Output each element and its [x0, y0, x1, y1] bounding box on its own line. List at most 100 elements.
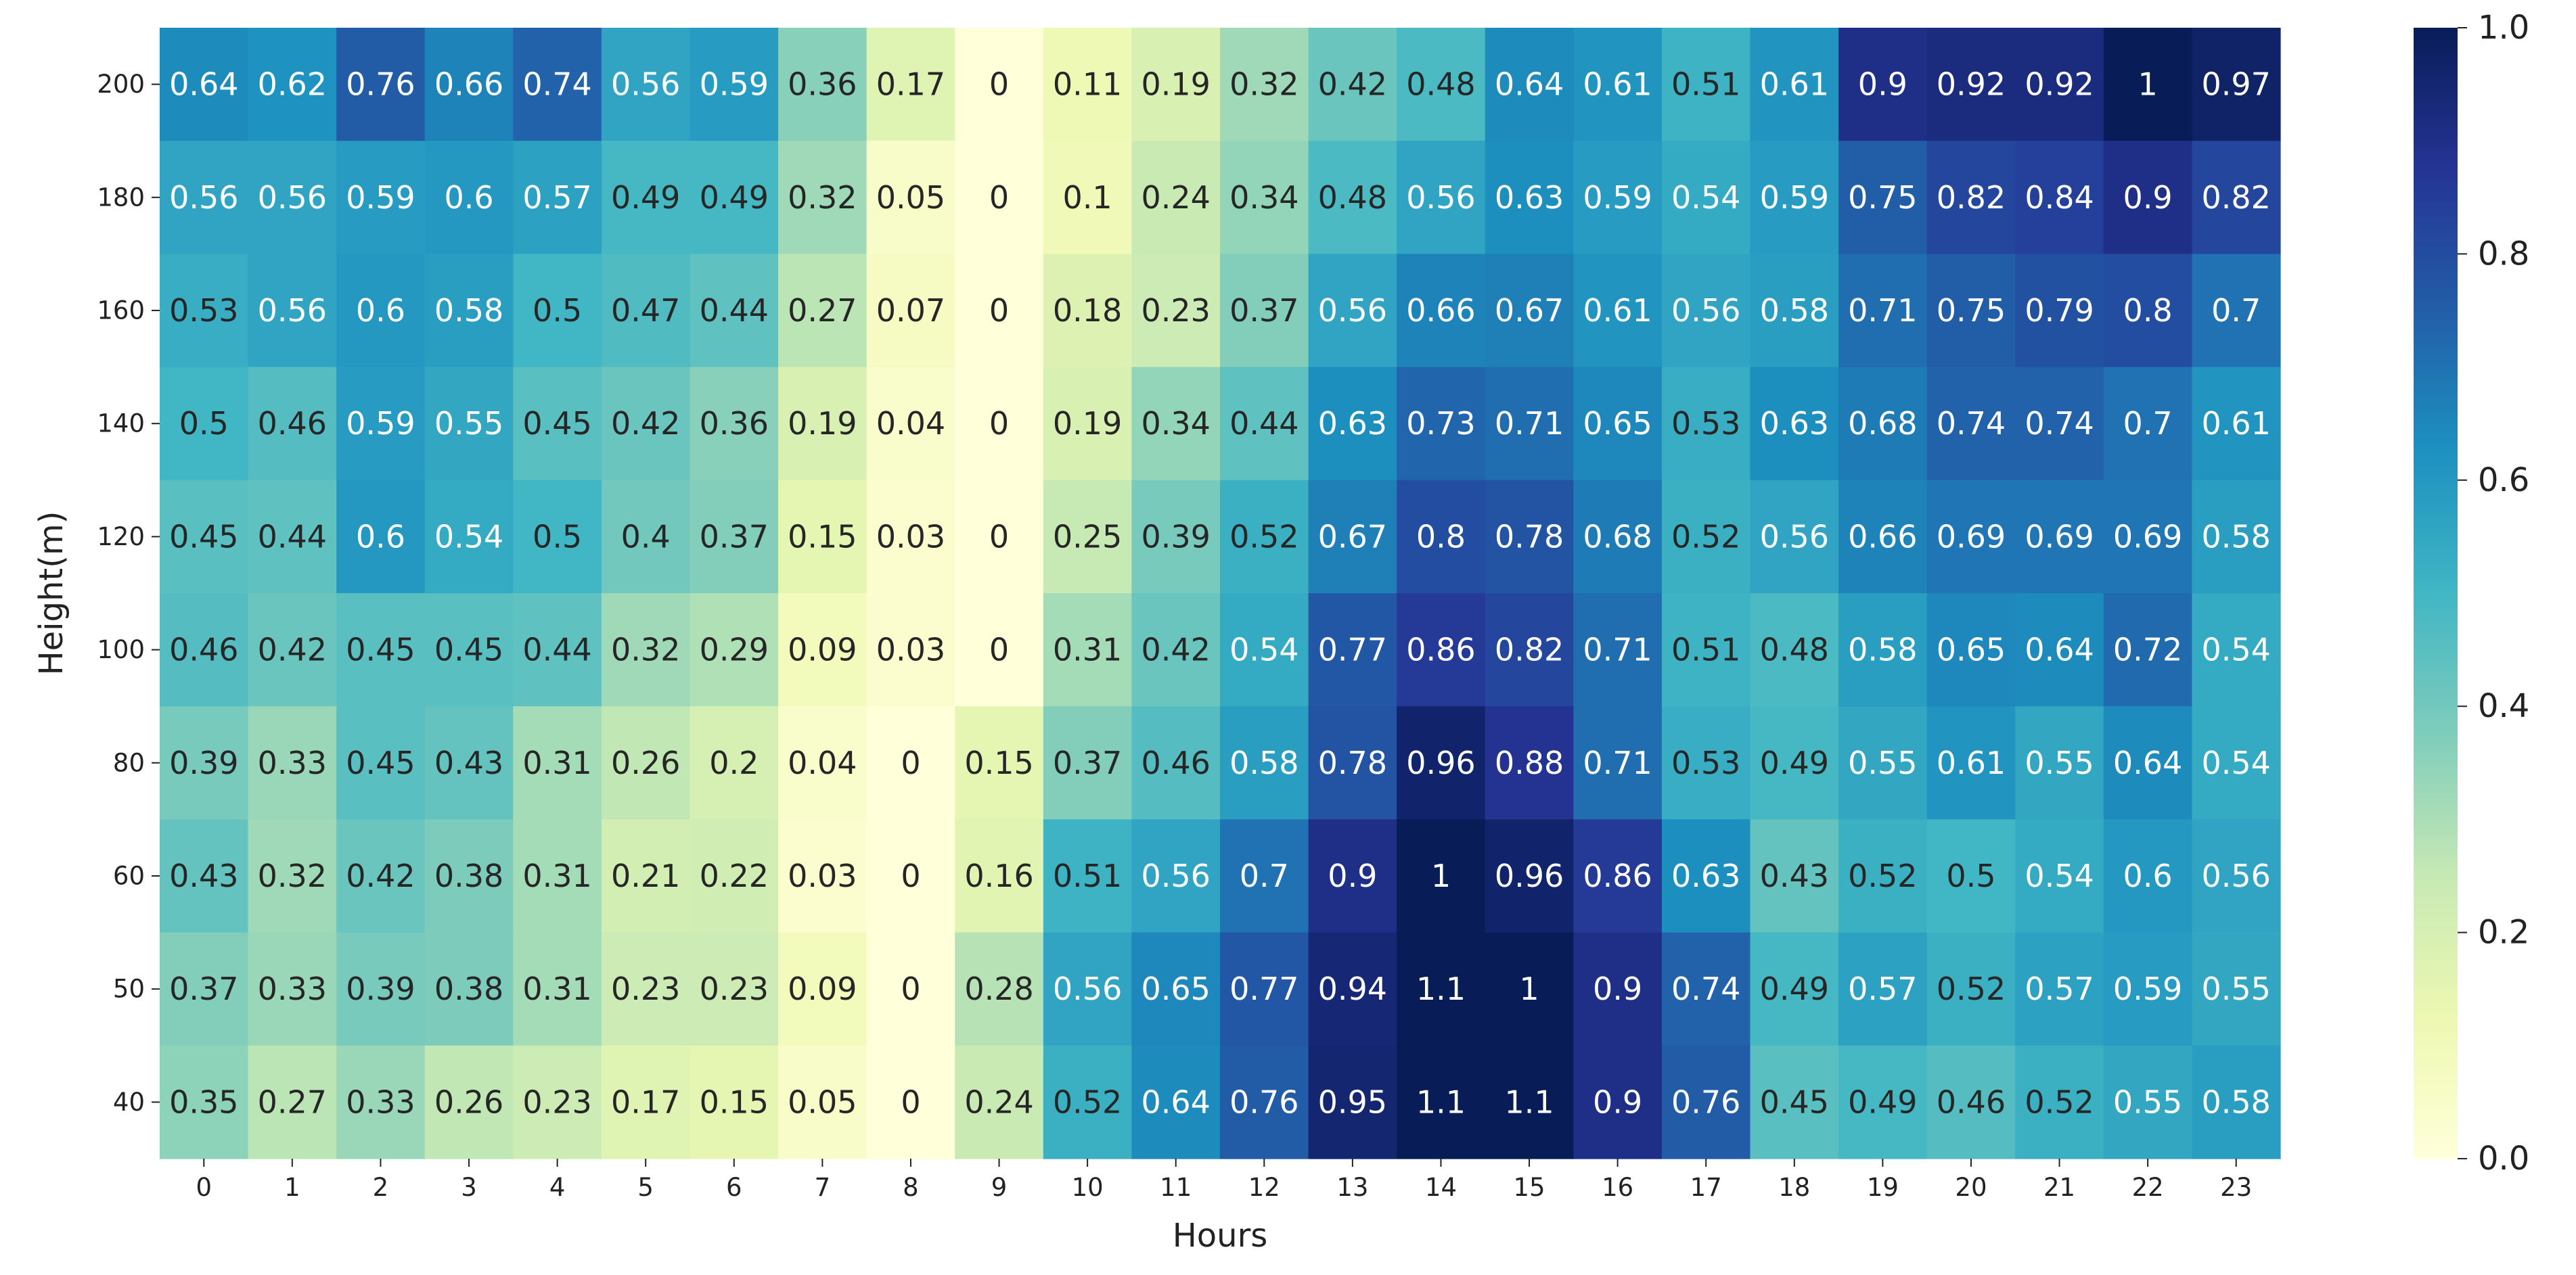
cell-value-label: 0.78 [1318, 745, 1387, 781]
heatmap-cell [1043, 28, 1133, 141]
heatmap-cell [1485, 28, 1574, 141]
cell-value-label: 0.66 [1848, 518, 1917, 555]
heatmap-cell [866, 254, 955, 368]
heatmap-cell [248, 367, 337, 481]
cell-value-label: 0.56 [1406, 179, 1475, 216]
cell-value-label: 0.75 [1937, 292, 2006, 329]
heatmap-cell [160, 480, 249, 594]
colorbar-tick-label: 0.6 [2478, 461, 2529, 499]
heatmap-cell [1131, 706, 1221, 820]
cell-value-label: 0.58 [2201, 518, 2270, 555]
cell-value-label: 0.46 [169, 632, 238, 668]
colorbar-tick-label: 0.4 [2478, 687, 2529, 725]
cell-value-label: 0.27 [788, 292, 857, 329]
cell-value-label: 0.56 [169, 179, 238, 216]
heatmap-cell [1043, 932, 1133, 1046]
cell-value-label: 0 [989, 66, 1009, 103]
heatmap-cell [513, 819, 602, 933]
heatmap-cell [336, 593, 426, 707]
heatmap-cell [1397, 1045, 1486, 1159]
colorbar-gradient [2414, 28, 2458, 1159]
cell-value-label: 0.76 [346, 66, 415, 103]
heatmap-cell [601, 1045, 691, 1159]
heatmap-cell [248, 254, 337, 368]
heatmap-cell [1308, 819, 1397, 933]
heatmap-cell [1308, 932, 1397, 1046]
cell-value-label: 0.43 [1760, 858, 1829, 894]
heatmap-cell [160, 254, 249, 368]
heatmap-cell [1043, 819, 1133, 933]
cell-value-label: 0.86 [1406, 632, 1475, 668]
cell-value-label: 0 [901, 858, 920, 894]
x-tick-label: 19 [1867, 1173, 1899, 1202]
cell-value-label: 0.64 [2025, 632, 2094, 668]
cell-value-label: 0.56 [1318, 292, 1387, 329]
cell-value-label: 0.45 [434, 632, 503, 668]
heatmap-cell [866, 593, 955, 707]
heatmap-cell [778, 706, 867, 820]
cell-value-label: 0.56 [258, 292, 327, 329]
cell-value-label: 0.18 [1053, 292, 1122, 329]
cell-value-label: 0.05 [876, 179, 945, 216]
cell-value-label: 0.22 [700, 858, 769, 894]
heatmap-cell [1750, 593, 1839, 707]
cell-value-label: 0.21 [611, 858, 680, 894]
cell-value-label: 0.54 [1229, 632, 1298, 668]
x-tick-label: 15 [1513, 1173, 1545, 1202]
heatmap-cell [690, 819, 779, 933]
cell-value-label: 0.34 [1141, 405, 1210, 442]
heatmap-cell [1397, 819, 1486, 933]
x-axis: 0 1 2 3 4 5 6 7 8 9 10 11 12 13 14 15 16 17 18 19 20 21 22 23 [196, 1159, 2252, 1202]
heatmap-cell [336, 254, 426, 368]
cell-value-label: 0.72 [2113, 632, 2182, 668]
cell-value-label: 0.45 [169, 518, 238, 555]
cell-value-label: 0.51 [1671, 66, 1740, 103]
colorbar-tick-label: 1.0 [2478, 9, 2529, 47]
cell-value-label: 0.19 [788, 405, 857, 442]
heatmap-cell [1397, 480, 1486, 594]
cell-value-label: 0.09 [788, 632, 857, 668]
heatmap-cell [1043, 480, 1133, 594]
heatmap-cell [955, 367, 1044, 481]
cell-value-label: 0.26 [434, 1084, 503, 1120]
cell-value-label: 0.74 [1937, 405, 2006, 442]
heatmap-cell [1043, 593, 1133, 707]
cell-value-label: 0.9 [2123, 179, 2173, 216]
heatmap-cell [1661, 1045, 1751, 1159]
x-tick-label: 4 [549, 1173, 566, 1202]
heatmap-cell [424, 706, 514, 820]
cell-value-label: 0.77 [1229, 971, 1298, 1007]
heatmap-cell [248, 706, 337, 820]
cell-value-label: 0.39 [169, 745, 238, 781]
cell-value-label: 0.9 [1593, 971, 1642, 1007]
heatmap-cell [336, 141, 426, 254]
cell-value-label: 0.53 [169, 292, 238, 329]
heatmap-cell [778, 28, 867, 141]
heatmap-cell [866, 819, 955, 933]
heatmap-cell [778, 593, 867, 707]
heatmap-cells: 0.64 0.62 0.76 0.66 0.74 0.56 0.59 0.36 0.17 0 0.1… [160, 28, 2281, 1159]
heatmap-cell [2015, 706, 2104, 820]
heatmap-cell [1485, 1045, 1574, 1159]
cell-value-label: 0.56 [611, 66, 680, 103]
heatmap-cell [1308, 593, 1397, 707]
cell-value-label: 0.86 [1583, 858, 1652, 894]
cell-value-label: 0.37 [700, 518, 769, 555]
cell-value-label: 0.23 [522, 1084, 591, 1120]
cell-value-label: 0.38 [434, 858, 503, 894]
heatmap-cell [955, 480, 1044, 594]
heatmap-cell [1573, 28, 1663, 141]
x-tick-label: 16 [1602, 1173, 1633, 1202]
cell-value-label: 0.31 [522, 971, 591, 1007]
cell-value-label: 0.59 [2113, 971, 2182, 1007]
cell-value-label: 1 [1431, 858, 1451, 894]
heatmap-cell [424, 480, 514, 594]
heatmap-cell [1573, 819, 1663, 933]
heatmap-cell [336, 480, 426, 594]
heatmap-cell [690, 141, 779, 254]
heatmap-cell [2103, 141, 2193, 254]
heatmap-cell [690, 593, 779, 707]
cell-value-label: 0.59 [1583, 179, 1652, 216]
cell-value-label: 0.56 [1053, 971, 1122, 1007]
cell-value-label: 0.46 [1937, 1084, 2006, 1120]
